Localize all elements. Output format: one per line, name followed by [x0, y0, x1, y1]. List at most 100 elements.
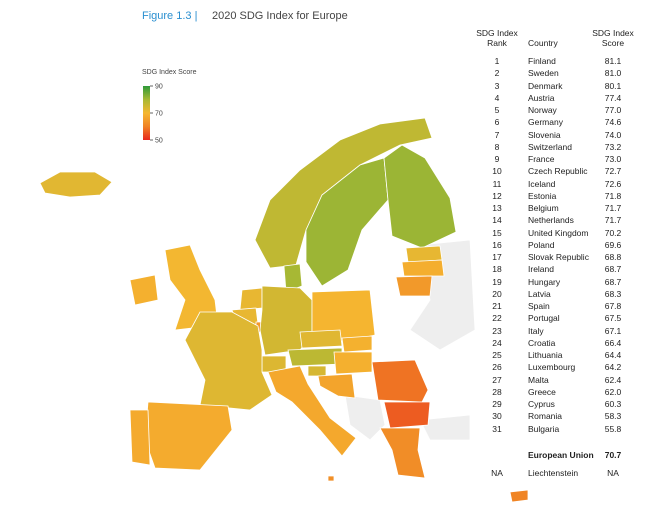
- rank: 10: [492, 166, 502, 177]
- country: [401, 259, 445, 277]
- country-name: Denmark: [528, 80, 563, 91]
- legend-tick-label: 50: [155, 138, 163, 145]
- rank: 31: [492, 423, 502, 434]
- land: [344, 394, 386, 441]
- rank: 14: [492, 215, 502, 226]
- country-name: Romania: [528, 411, 563, 422]
- country: [299, 329, 343, 349]
- figure-label: Figure 1.3 |: [142, 10, 198, 22]
- rank: 2: [494, 68, 500, 79]
- score: 58.3: [604, 411, 622, 422]
- rank: 16: [492, 239, 502, 250]
- score: 71.8: [604, 190, 622, 201]
- rank: 8: [494, 141, 500, 152]
- country: [129, 274, 159, 306]
- country-name: Norway: [528, 105, 557, 115]
- country: [267, 365, 357, 457]
- rank: 18: [492, 264, 502, 275]
- country: [39, 171, 113, 198]
- country-name: Latvia: [528, 288, 551, 299]
- summary-name: European Union: [528, 449, 594, 460]
- country: [341, 335, 373, 353]
- rank: 30: [492, 411, 502, 422]
- score: 73.2: [604, 141, 622, 152]
- rank: 29: [492, 399, 502, 409]
- rank: 27: [492, 374, 502, 385]
- score: 73.0: [604, 154, 622, 164]
- country: [283, 263, 303, 293]
- country-name: Sweden: [528, 68, 559, 79]
- country: [305, 157, 389, 287]
- country-name: Belgium: [528, 203, 559, 213]
- score: 66.4: [604, 337, 622, 348]
- score: 64.2: [604, 362, 622, 373]
- country-name: Luxembourg: [528, 362, 576, 373]
- rank: 1: [494, 56, 500, 66]
- rank: 25: [492, 350, 502, 360]
- country-name: Liechtenstein: [528, 467, 579, 478]
- country-name: Italy: [528, 325, 544, 336]
- column-header: Country: [528, 38, 558, 48]
- rank: 11: [492, 178, 502, 189]
- score: NA: [607, 467, 619, 478]
- country-name: Switzerland: [528, 141, 572, 152]
- country-name: Croatia: [528, 337, 556, 348]
- country: [395, 275, 433, 297]
- legend-tick-label: 90: [155, 84, 163, 91]
- summary-score: 70.7: [604, 449, 622, 460]
- country-name: Netherlands: [528, 215, 574, 226]
- country-name: Ireland: [528, 264, 554, 275]
- rank: 21: [492, 301, 502, 311]
- country: [405, 245, 443, 263]
- country-name: Slovak Republic: [528, 252, 589, 262]
- rank: 26: [492, 362, 502, 373]
- rank: 22: [492, 313, 502, 324]
- country-name: France: [528, 154, 555, 164]
- score: 68.8: [604, 252, 622, 262]
- country-name: Finland: [528, 56, 556, 66]
- score: 80.1: [604, 80, 622, 91]
- country: [129, 409, 151, 466]
- country: [144, 401, 233, 471]
- country-name: Slovenia: [528, 129, 561, 140]
- column-header: SDG Index Score: [592, 28, 634, 48]
- country: [307, 365, 327, 377]
- score: 74.0: [604, 129, 622, 140]
- land: [419, 414, 471, 441]
- country: [371, 359, 429, 403]
- score: 72.7: [604, 166, 622, 177]
- rank: 5: [494, 105, 500, 115]
- score: 77.4: [604, 92, 622, 103]
- score: 62.0: [604, 386, 622, 397]
- legend-title: SDG Index Score: [142, 69, 197, 76]
- country: [287, 347, 343, 367]
- country: [327, 475, 335, 482]
- rank: 3: [494, 80, 500, 91]
- country: [509, 489, 529, 503]
- score: 69.6: [604, 239, 622, 250]
- country-name: Iceland: [528, 178, 556, 189]
- rank: 20: [492, 288, 502, 299]
- country-name: Greece: [528, 386, 556, 397]
- country-name: Spain: [528, 301, 550, 311]
- country: [333, 351, 373, 375]
- score: 67.8: [604, 301, 622, 311]
- score: 81.1: [604, 56, 622, 66]
- score: 81.0: [604, 68, 622, 79]
- score: 67.5: [604, 313, 622, 324]
- figure-title: 2020 SDG Index for Europe: [212, 10, 348, 22]
- country: [379, 427, 426, 479]
- country: [383, 401, 431, 429]
- country-name: Bulgaria: [528, 423, 560, 434]
- score: 55.8: [604, 423, 622, 434]
- rank: 13: [492, 203, 502, 213]
- country-name: Hungary: [528, 276, 561, 287]
- rank: 7: [494, 129, 500, 140]
- country: [254, 117, 433, 269]
- rank: 9: [494, 154, 500, 164]
- legend-tick-label: 70: [155, 111, 163, 118]
- rank: 6: [494, 117, 500, 128]
- score: 70.2: [604, 227, 622, 238]
- legend-bar: [143, 86, 150, 140]
